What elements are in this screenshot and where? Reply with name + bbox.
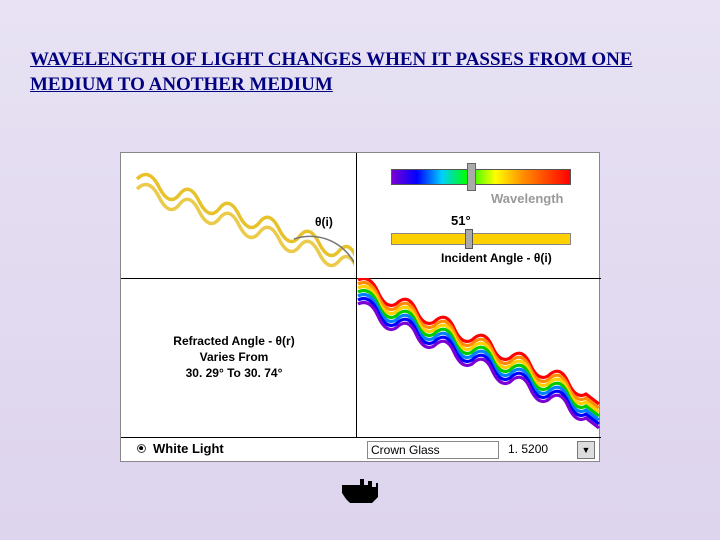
incident-angle-slider-handle[interactable] bbox=[465, 229, 473, 249]
refracted-rainbow-beam bbox=[356, 278, 601, 437]
material-select[interactable]: Crown Glass bbox=[367, 441, 499, 459]
wavelength-slider-handle[interactable] bbox=[467, 163, 476, 191]
footer-divider bbox=[121, 437, 601, 438]
incident-angle-value: 51° bbox=[451, 213, 471, 228]
pointing-hand-icon bbox=[340, 473, 380, 507]
white-light-label: White Light bbox=[153, 441, 224, 456]
refracted-line3: 30. 29° To 30. 74° bbox=[186, 366, 283, 380]
theta-i-label: θ(i) bbox=[315, 215, 333, 229]
vertical-divider bbox=[356, 153, 357, 437]
incident-angle-slider-track[interactable] bbox=[391, 233, 571, 245]
refraction-diagram: θ(i) Wavelength 51° Incident Angle - θ(i… bbox=[120, 152, 600, 462]
refractive-index-value: 1. 5200 bbox=[505, 441, 569, 459]
material-dropdown-button[interactable]: ▼ bbox=[577, 441, 595, 459]
interface-line bbox=[121, 278, 601, 279]
page-title: WAVELENGTH OF LIGHT CHANGES WHEN IT PASS… bbox=[30, 48, 690, 97]
refracted-line2: Varies From bbox=[200, 350, 269, 364]
wavelength-spectrum-slider-track[interactable] bbox=[391, 169, 571, 185]
refracted-line1: Refracted Angle - θ(r) bbox=[173, 334, 294, 348]
white-light-radio[interactable] bbox=[137, 444, 146, 453]
wavelength-label: Wavelength bbox=[491, 191, 563, 206]
refracted-angle-caption: Refracted Angle - θ(r) Varies From 30. 2… bbox=[139, 333, 329, 382]
incident-angle-label: Incident Angle - θ(i) bbox=[441, 251, 552, 265]
